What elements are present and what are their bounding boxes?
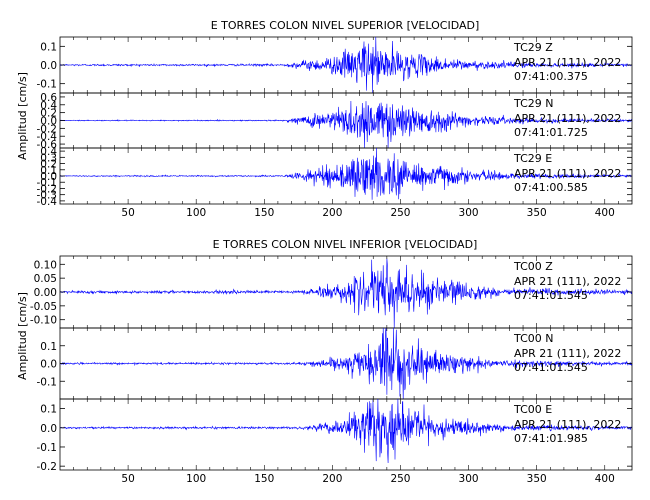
x-tick-label: 400 (595, 207, 615, 219)
x-tick-label: 400 (595, 473, 615, 485)
x-tick-label: 250 (390, 473, 410, 485)
x-tick-label: 150 (254, 207, 274, 219)
time-label: 07:41:01.725 (514, 126, 588, 139)
y-tick-label: 0.2 (40, 108, 57, 120)
date-label: APR 21 (111), 2022 (514, 112, 621, 125)
channel-label: TC00 N (513, 332, 553, 345)
date-label: APR 21 (111), 2022 (514, 418, 621, 431)
y-tick-label: 0.0 (40, 171, 57, 183)
upper-panel: E TORRES COLON NIVEL SUPERIOR [VELOCIDAD… (16, 19, 633, 219)
x-tick-label: 350 (527, 473, 547, 485)
waveform-line (60, 100, 633, 149)
y-tick-label: 0.1 (40, 41, 57, 53)
waveform-line (59, 258, 633, 329)
waveform-line (59, 147, 633, 200)
upper-panel-title: E TORRES COLON NIVEL SUPERIOR [VELOCIDAD… (211, 19, 480, 32)
x-tick-label: 100 (186, 207, 206, 219)
lower-panel-title: E TORRES COLON NIVEL INFERIOR [VELOCIDAD… (213, 238, 478, 251)
y-tick-label: 0.3 (40, 152, 57, 164)
y-tick-label: 0.00 (34, 287, 57, 299)
y-tick-label: 0.05 (34, 273, 57, 285)
y-tick-label: 0.4 (40, 146, 57, 158)
lower-panel: E TORRES COLON NIVEL INFERIOR [VELOCIDAD… (16, 238, 633, 485)
date-label: APR 21 (111), 2022 (514, 167, 621, 180)
y-tick-label: -0.2 (37, 461, 58, 473)
channel-label: TC00 Z (513, 260, 553, 273)
y-tick-label: 0.0 (40, 423, 57, 435)
y-tick-label: 0.0 (40, 359, 57, 371)
x-tick-label: 50 (121, 473, 134, 485)
time-label: 07:41:01.545 (514, 361, 588, 374)
date-label: APR 21 (111), 2022 (514, 347, 621, 360)
lower-trace-3: 0.1 0.0 -0.1 -0.2 TC00 E APR 21 (111), 202207… (37, 398, 633, 473)
x-tick-label: 300 (459, 473, 479, 485)
y-tick-label: -0.2 (37, 183, 58, 195)
y-tick-label: 0.0 (40, 116, 57, 128)
x-tick-label: 50 (121, 207, 134, 219)
y-tick-label: -0.2 (37, 123, 58, 135)
y-tick-label: 0.10 (34, 259, 57, 271)
y-tick-label: -0.1 (37, 79, 58, 91)
y-tick-label: -0.1 (37, 376, 58, 388)
channel-label: TC29 N (513, 97, 553, 110)
time-label: 07:41:01.985 (514, 432, 588, 445)
time-label: 07:41:00.375 (514, 70, 588, 83)
date-label: APR 21 (111), 2022 (514, 56, 621, 69)
waveform-line (59, 327, 633, 400)
y-tick-label: -0.10 (30, 315, 57, 327)
x-tick-label: 350 (527, 207, 547, 219)
y-tick-label: 0.0 (40, 60, 57, 72)
lower-trace-stack: 0.10 0.05 0.00 -0.05 -0.10 TC00 Z APR 21 (111)… (30, 255, 633, 473)
upper-trace-3: 0.40.30.20.10.0-0.1-0.2-0.3-0.4 TC29 E APR… (37, 146, 633, 208)
x-tick-label: 300 (459, 207, 479, 219)
y-tick-label: 0.1 (40, 404, 57, 416)
upper-trace-1: 0.1 0.0 -0.1 TC29 Z APR 21 (111), 202207:41:… (37, 36, 633, 94)
channel-label: TC29 Z (513, 41, 553, 54)
date-label: APR 21 (111), 2022 (514, 275, 621, 288)
x-tick-label: 100 (186, 473, 206, 485)
upper-x-axis: 50 100 150 200 250 300 350 400 (121, 207, 614, 219)
lower-x-axis: 50 100 150 200 250 300 350 400 (121, 473, 614, 485)
y-tick-label: -0.4 (37, 131, 58, 143)
y-tick-label: 0.1 (40, 165, 57, 177)
y-tick-label: 0.1 (40, 341, 57, 353)
x-tick-label: 200 (322, 207, 342, 219)
y-tick-label: 0.2 (40, 159, 57, 171)
y-tick-label: -0.4 (37, 196, 58, 208)
waveform-line (59, 398, 633, 464)
channel-label: TC00 E (513, 403, 552, 416)
upper-trace-2: 0.60.40.20.0-0.2-0.4-0.6 TC29 N APR 21 (11… (37, 92, 633, 151)
lower-y-axis-label: Amplitud [cm/s] (16, 292, 29, 380)
y-tick-label: -0.1 (37, 177, 58, 189)
y-tick-label: 0.4 (40, 100, 57, 112)
x-tick-label: 250 (390, 207, 410, 219)
y-tick-label: -0.3 (37, 190, 58, 202)
waveform-line (59, 36, 633, 94)
upper-y-axis-label: Amplitud [cm/s] (16, 72, 29, 160)
y-tick-label: 0.6 (40, 92, 57, 104)
time-label: 07:41:01.545 (514, 289, 588, 302)
x-tick-label: 200 (322, 473, 342, 485)
channel-label: TC29 E (513, 152, 552, 165)
y-tick-label: -0.05 (30, 301, 57, 313)
time-label: 07:41:00.585 (514, 181, 588, 194)
lower-trace-2: 0.1 0.0 -0.1 TC00 N APR 21 (111), 202207:41:… (37, 327, 633, 400)
y-tick-label: -0.6 (37, 139, 58, 151)
y-tick-label: -0.1 (37, 442, 58, 454)
x-tick-label: 150 (254, 473, 274, 485)
